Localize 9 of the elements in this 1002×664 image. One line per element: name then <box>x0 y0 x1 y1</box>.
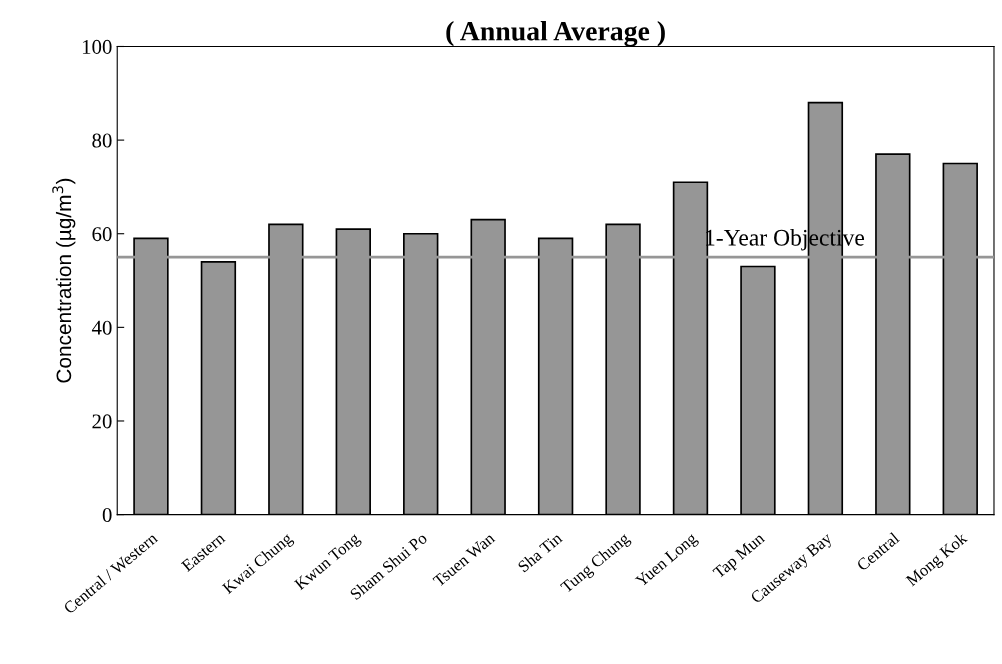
y-tick-label: 0 <box>102 507 112 523</box>
y-axis-title: Concentration (µg/m$^{3}$) <box>52 178 76 383</box>
y-tick-label: 80 <box>92 133 112 148</box>
chart-title: ( Annual Average ) <box>446 21 665 47</box>
y-tick-label: 40 <box>91 320 112 335</box>
y-tick-label: 60 <box>92 227 112 242</box>
y-tick-label: 20 <box>92 414 112 429</box>
y-tick-label: 100 <box>82 39 112 54</box>
x-tick-label: Sha Tin <box>517 531 563 573</box>
